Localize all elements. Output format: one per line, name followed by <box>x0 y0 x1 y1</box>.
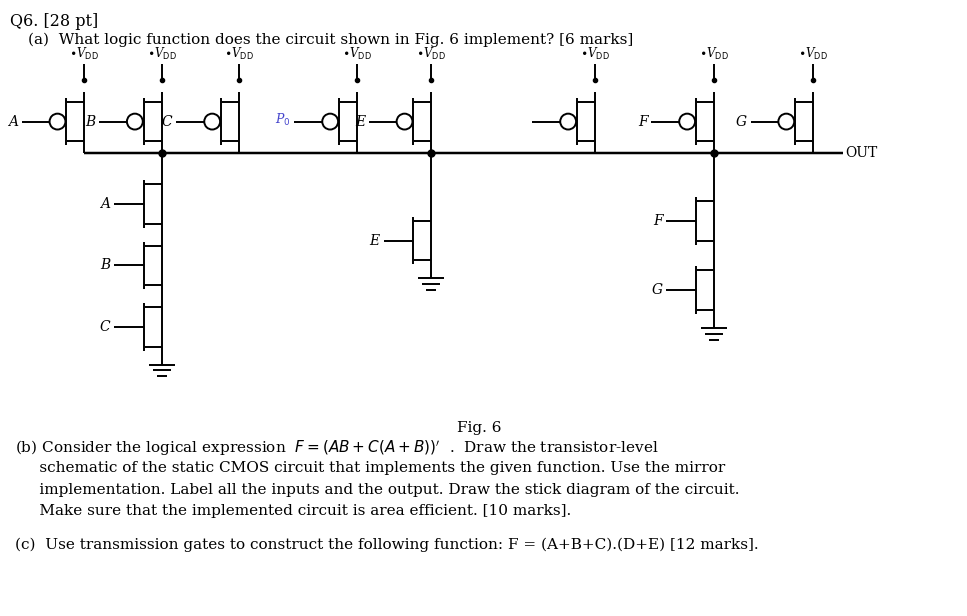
Text: OUT: OUT <box>845 147 877 160</box>
Text: $\bullet$V$_{\rm DD}$: $\bullet$V$_{\rm DD}$ <box>342 46 372 62</box>
Text: schematic of the static CMOS circuit that implements the given function. Use the: schematic of the static CMOS circuit tha… <box>15 461 725 475</box>
Text: Make sure that the implemented circuit is area efficient. [10 marks].: Make sure that the implemented circuit i… <box>15 505 571 518</box>
Text: Q6. [28 pt]: Q6. [28 pt] <box>10 12 99 30</box>
Text: (b) Consider the logical expression  $F = (AB + C(A + B))^{\prime}$  .  Draw the: (b) Consider the logical expression $F =… <box>15 439 659 458</box>
Text: (a)  What logic function does the circuit shown in Fig. 6 implement? [6 marks]: (a) What logic function does the circuit… <box>28 33 633 47</box>
Text: A: A <box>8 115 17 129</box>
Text: $\bullet$V$_{\rm DD}$: $\bullet$V$_{\rm DD}$ <box>147 46 177 62</box>
Text: G: G <box>651 283 662 297</box>
Text: implementation. Label all the inputs and the output. Draw the stick diagram of t: implementation. Label all the inputs and… <box>15 482 740 496</box>
Text: $\bullet$V$_{\rm DD}$: $\bullet$V$_{\rm DD}$ <box>798 46 828 62</box>
Text: Fig. 6: Fig. 6 <box>456 421 501 435</box>
Text: E: E <box>355 115 365 129</box>
Text: C: C <box>100 320 110 334</box>
Text: B: B <box>100 258 110 272</box>
Text: E: E <box>369 233 380 248</box>
Text: F: F <box>638 115 648 129</box>
Text: $\bullet$V$_{\rm DD}$: $\bullet$V$_{\rm DD}$ <box>224 46 254 62</box>
Text: F: F <box>653 214 662 228</box>
Text: $\bullet$V$_{\rm DD}$: $\bullet$V$_{\rm DD}$ <box>417 46 447 62</box>
Text: C: C <box>161 115 172 129</box>
Text: (c)  Use transmission gates to construct the following function: F = (A+B+C).(D+: (c) Use transmission gates to construct … <box>15 538 758 553</box>
Text: $\bullet$V$_{\rm DD}$: $\bullet$V$_{\rm DD}$ <box>70 46 100 62</box>
Text: G: G <box>736 115 747 129</box>
Text: $\bullet$V$_{\rm DD}$: $\bullet$V$_{\rm DD}$ <box>580 46 610 62</box>
Text: A: A <box>100 197 110 211</box>
Text: B: B <box>85 115 95 129</box>
Text: $\bullet$V$_{\rm DD}$: $\bullet$V$_{\rm DD}$ <box>699 46 729 62</box>
Text: P$_0$: P$_0$ <box>275 111 290 128</box>
